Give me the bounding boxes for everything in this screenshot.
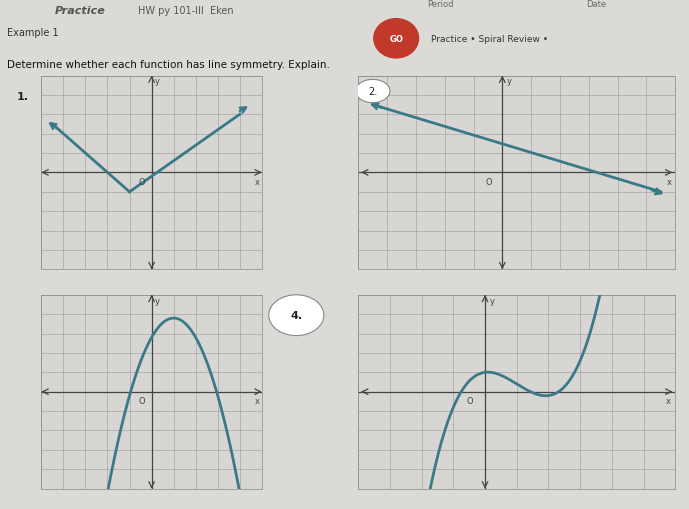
Circle shape	[269, 295, 324, 336]
Text: Practice: Practice	[55, 6, 106, 16]
Ellipse shape	[373, 19, 418, 59]
Text: Example 1: Example 1	[7, 27, 59, 38]
Text: y: y	[155, 296, 160, 305]
Text: y: y	[490, 296, 495, 305]
Text: x: x	[255, 397, 260, 406]
Text: x: x	[666, 178, 672, 187]
Text: Period: Period	[427, 0, 453, 9]
Text: 2.: 2.	[368, 87, 378, 97]
Text: Determine whether each function has line symmetry. Explain.: Determine whether each function has line…	[7, 60, 330, 70]
Text: x: x	[666, 397, 670, 406]
Text: O: O	[138, 178, 145, 187]
Text: O: O	[466, 397, 473, 406]
Circle shape	[356, 80, 390, 103]
Text: 1.: 1.	[17, 92, 28, 102]
Text: x: x	[255, 178, 260, 187]
Text: GO: GO	[389, 35, 403, 44]
Text: y: y	[506, 77, 512, 86]
Text: HW py 101-III  Eken: HW py 101-III Eken	[138, 6, 234, 16]
Text: O: O	[138, 397, 145, 406]
Text: y: y	[155, 77, 160, 86]
Text: Date: Date	[586, 0, 606, 9]
Text: 4.: 4.	[290, 310, 302, 321]
Text: Practice • Spiral Review •: Practice • Spiral Review •	[431, 35, 548, 44]
Text: O: O	[485, 178, 492, 187]
